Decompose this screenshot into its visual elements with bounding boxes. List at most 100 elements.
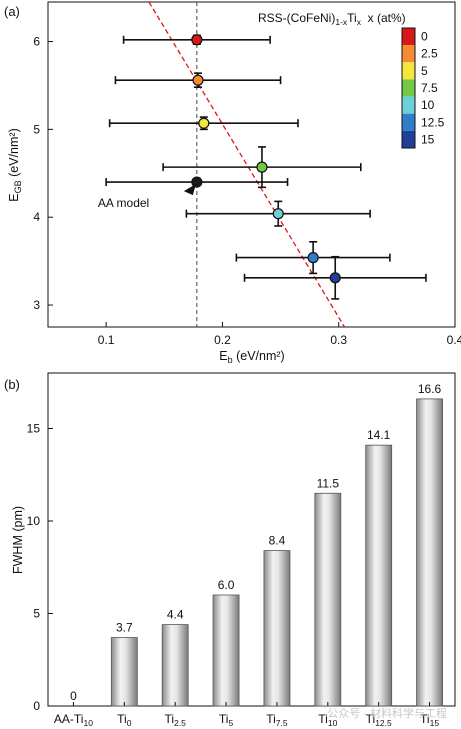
bar-value-label: 16.6 [418,382,442,396]
annotation-arrow-icon [183,184,196,196]
y-tick-label: 5 [33,122,40,136]
data-point [122,34,271,46]
category-label-sub: 12.5 [375,718,392,728]
data-point [162,146,362,189]
colorbar-frame [401,27,416,149]
colorbar-label: 10 [421,98,435,112]
data-point [235,240,391,275]
point-marker [272,208,284,220]
data-point [108,116,299,131]
panel-a: (a) 0.1 0.2 0.3 0.4 3 4 5 6 Eb (eV/nm²) EGB (e… [4,1,461,365]
y-tick-label: 4 [33,210,40,224]
panel-a-y-axis-label: EGB (eV/nm²) [7,128,23,201]
bar [416,398,443,707]
panel-b-category-labels: AA-Ti10 Ti0 Ti2.5 Ti5 Ti7.5 Ti10 Ti12.5 Ti15 [54,702,439,728]
category-label-main: Ti [366,712,376,726]
category-label: Ti10 [318,712,337,728]
colorbar-segment [402,79,415,97]
point-marker [191,34,203,46]
data-point [114,72,282,89]
category-label-sub: 0 [127,718,132,728]
colorbar-segment [402,113,415,131]
data-point [105,176,289,188]
bar-value-label: 4.4 [167,608,184,622]
category-label: AA-Ti10 [54,712,93,728]
x-tick-label: 0.3 [330,333,347,347]
annotation-label: AA model [98,196,149,210]
panel-a-x-axis-label: Eb (eV/nm²) [219,349,284,365]
panel-a-data-points [105,34,427,300]
bar [263,550,291,707]
category-label-sub: 10 [328,718,338,728]
category-label-sub: 5 [228,718,233,728]
data-point [243,255,427,300]
panel-b-y-ticks: 0 5 10 15 [27,422,53,713]
bar [212,594,240,707]
legend-title: RSS-(CoFeNi)1-xTix x (at%) [258,11,406,27]
point-marker [329,272,341,284]
bar [110,637,138,707]
category-label-main: AA-Ti [54,712,84,726]
x-tick-label: 0.2 [214,333,231,347]
y-tick-label: 15 [27,422,41,436]
colorbar: 0 2.5 5 7.5 10 12.5 15 [401,27,445,149]
panel-b-plot-area [47,372,456,707]
panel-b-y-axis-label: FWHM (pm) [11,506,25,574]
category-label-main: Ti [318,712,328,726]
colorbar-segment [402,28,415,46]
y-tick-label: 0 [33,699,40,713]
bar [314,492,342,707]
colorbar-label: 12.5 [421,115,445,129]
colorbar-label: 15 [421,132,435,146]
colorbar-label: 7.5 [421,81,438,95]
y-tick-label: 10 [27,514,41,528]
panel-b: (b) 0 5 10 15 FWHM (pm) 0 3.7 4.4 6.0 8.4 11.5 14… [4,372,456,728]
x-tick-label: 0.1 [98,333,115,347]
category-label-main: Ti [117,712,127,726]
category-label: Ti2.5 [164,712,186,728]
point-marker [198,117,210,129]
panel-a-y-ticks: 3 4 5 6 [33,35,53,312]
point-marker [256,161,268,173]
colorbar-segment [402,62,415,80]
category-label: Ti12.5 [366,712,392,728]
category-label-sub: 7.5 [276,718,288,728]
watermark: 公众号 · 材料科学与工程 [327,708,447,720]
bar [161,624,189,707]
point-marker [191,176,203,188]
category-label-sub: 10 [83,718,93,728]
x-tick-label: 0.4 [447,333,461,347]
category-label: Ti7.5 [266,712,288,728]
category-label-main: Ti [266,712,276,726]
bar-value-label: 8.4 [269,534,286,548]
category-label-main: Ti [219,712,229,726]
category-label-sub: 15 [430,718,440,728]
category-label: Ti5 [219,712,234,728]
category-label-sub: 2.5 [174,718,186,728]
y-tick-label: 6 [33,35,40,49]
panel-b-label: (b) [4,377,20,392]
panel-a-label: (a) [4,4,20,19]
category-label: Ti15 [420,712,439,728]
bar-value-label: 14.1 [367,428,391,442]
category-label: Ti0 [117,712,132,728]
point-marker [307,252,319,264]
category-label-main: Ti [164,712,174,726]
data-point [185,200,371,227]
aa-model-annotation: AA model [98,184,196,210]
panel-a-plot-area [47,1,456,328]
y-tick-label: 3 [33,298,40,312]
colorbar-segment [402,45,415,63]
colorbar-label: 5 [421,64,428,78]
panel-a-x-ticks: 0.1 0.2 0.3 0.4 [98,322,461,347]
panel-b-bars: 0 3.7 4.4 6.0 8.4 11.5 14.1 16.6 [70,382,443,707]
colorbar-segment [402,130,415,148]
colorbar-label: 2.5 [421,47,438,61]
legend: RSS-(CoFeNi)1-xTix x (at%) 0 2.5 5 7.5 10 12.… [258,11,445,149]
bar [365,444,393,707]
bar-value-label: 6.0 [218,578,235,592]
y-tick-label: 5 [33,607,40,621]
colorbar-label: 0 [421,30,428,44]
point-marker [192,74,204,86]
